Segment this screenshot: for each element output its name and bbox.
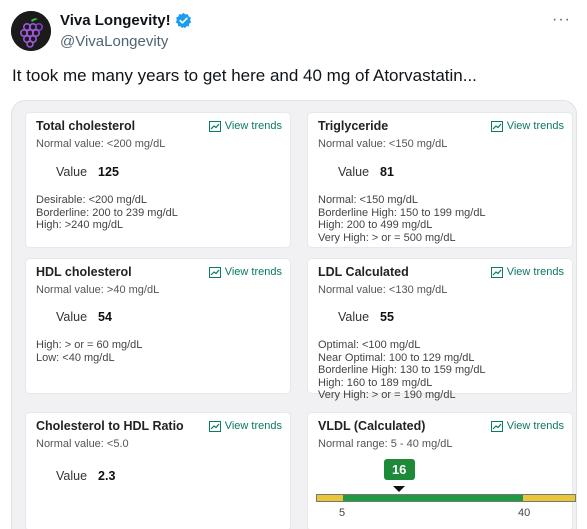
trend-chart-icon [208,120,221,132]
handle[interactable]: @VivaLongevity [60,33,169,50]
current-value-badge: 16 [383,459,415,480]
trend-chart-icon [208,420,221,432]
tweet-header: Viva Longevity! @VivaLongevity ··· [11,10,577,54]
card-hdl-cholesterol: HDL cholesterol View trends Normal value… [26,259,290,393]
card-title: VLDL (Calculated) [318,419,426,433]
value-label: Value [56,310,88,324]
reference-ranges: Normal: <150 mg/dL Borderline High: 150 … [318,194,486,244]
view-trends-label: View trends [506,120,564,132]
trend-chart-icon [490,120,503,132]
card-total-cholesterol: Total cholesterol View trends Normal val… [26,113,290,247]
value-number: 54 [98,310,112,324]
view-trends-link[interactable]: View trends [490,420,564,432]
range-high-tick: 40 [518,507,531,519]
reference-ranges: Desirable: <200 mg/dL Borderline: 200 to… [36,194,178,232]
value-label: Value [338,165,370,179]
range-low-tick: 5 [339,507,346,519]
range-line: Normal: <150 mg/dL [318,194,418,206]
verified-badge-icon [175,12,192,29]
card-title: Triglyceride [318,119,389,133]
normal-value: Normal value: <200 mg/dL [36,138,166,150]
range-line: High: >240 mg/dL [36,219,124,231]
tweet-text: It took me many years to get here and 40… [12,66,477,85]
value-row: Value 55 [338,310,394,324]
value-label: Value [56,469,88,483]
value-row: Value 81 [338,165,394,179]
range-line: Desirable: <200 mg/dL [36,194,147,206]
trend-chart-icon [208,266,221,278]
range-line: Low: <40 mg/dL [36,351,115,364]
trend-chart-icon [490,420,503,432]
view-trends-label: View trends [224,120,282,132]
card-vldl-calculated: VLDL (Calculated) View trends Normal ran… [308,413,576,529]
normal-value: Normal value: <130 mg/dL [318,284,448,296]
value-label: Value [338,310,370,324]
range-line: Optimal: <100 mg/dL [318,339,421,351]
range-line: High: 200 to 499 mg/dL [318,219,433,231]
value-pointer-icon [393,486,406,492]
view-trends-label: View trends [224,266,282,278]
value-row: Value 54 [56,310,112,324]
view-trends-link[interactable]: View trends [208,120,282,132]
card-title: Total cholesterol [36,119,136,133]
card-title: Cholesterol to HDL Ratio [36,419,184,433]
avatar[interactable] [11,11,51,51]
card-title: LDL Calculated [318,265,409,279]
value-label: Value [56,165,88,179]
more-options-icon[interactable]: ··· [552,11,571,28]
range-line: Very High: > or = 500 mg/dL [318,231,456,244]
card-triglyceride: Triglyceride View trends Normal value: <… [308,113,572,247]
range-line: Very High: > or = 190 mg/dL [318,389,456,401]
view-trends-link[interactable]: View trends [208,266,282,278]
card-cholesterol-hdl-ratio: Cholesterol to HDL Ratio View trends Nor… [26,413,290,529]
range-line: Borderline: 200 to 239 mg/dL [36,206,178,219]
range-bar-low-segment [317,495,343,501]
view-trends-link[interactable]: View trends [490,266,564,278]
normal-value: Normal value: >40 mg/dL [36,284,160,296]
range-line: Borderline High: 130 to 159 mg/dL [318,364,486,376]
range-bar-normal-segment [342,495,524,501]
grapes-logo-icon [11,11,51,51]
view-trends-link[interactable]: View trends [208,420,282,432]
card-ldl-calculated: LDL Calculated View trends Normal value:… [308,259,572,401]
range-line: High: > or = 60 mg/dL [36,339,143,351]
reference-ranges: Optimal: <100 mg/dL Near Optimal: 100 to… [318,339,486,402]
view-trends-link[interactable]: View trends [490,120,564,132]
normal-range: Normal range: 5 - 40 mg/dL [318,438,453,450]
view-trends-label: View trends [506,266,564,278]
value-row: Value 2.3 [56,469,115,483]
view-trends-label: View trends [506,420,564,432]
value-number: 125 [98,165,119,179]
range-line: High: 160 to 189 mg/dL [318,376,433,389]
normal-value: Normal value: <5.0 [36,438,129,450]
view-trends-label: View trends [224,420,282,432]
range-line: Near Optimal: 100 to 129 mg/dL [318,351,475,364]
card-title: HDL cholesterol [36,265,132,279]
reference-ranges: High: > or = 60 mg/dL Low: <40 mg/dL [36,339,142,364]
value-number: 81 [380,165,394,179]
name-row: Viva Longevity! [60,12,192,29]
normal-value: Normal value: <150 mg/dL [318,138,448,150]
range-bar-high-segment [523,495,575,501]
tweet-media[interactable]: Total cholesterol View trends Normal val… [11,100,577,529]
range-bar [316,494,576,502]
value-number: 55 [380,310,394,324]
display-name[interactable]: Viva Longevity! [60,12,171,29]
range-line: Borderline High: 150 to 199 mg/dL [318,206,486,219]
value-number: 2.3 [98,469,116,483]
trend-chart-icon [490,266,503,278]
value-row: Value 125 [56,165,119,179]
